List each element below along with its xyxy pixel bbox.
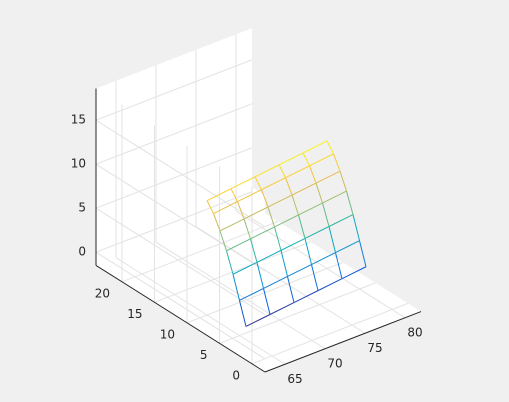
axis-line: [264, 311, 422, 373]
mesh-segment: [278, 164, 286, 178]
mesh-segment: [261, 189, 269, 208]
y-tick-label: 15: [127, 307, 142, 321]
mesh-segment: [237, 201, 245, 220]
mesh-segment: [352, 214, 360, 241]
mesh-segment: [219, 230, 227, 251]
grid-line: [95, 163, 266, 272]
mesh-segment: [346, 190, 354, 215]
mesh-segment: [311, 264, 319, 291]
mesh-segment: [293, 290, 319, 304]
mesh-segment: [280, 237, 306, 251]
mesh-segment: [213, 201, 238, 214]
mesh-segment: [304, 226, 330, 239]
grid-line: [95, 251, 266, 360]
mesh-segment: [328, 226, 336, 253]
mesh-segment: [232, 261, 258, 275]
y-tick-label: 5: [200, 348, 208, 362]
mesh-segment: [269, 302, 295, 315]
mesh-segment: [206, 188, 232, 202]
mesh-segment: [256, 262, 264, 289]
grid-line: [155, 241, 326, 350]
mesh-segment: [315, 170, 341, 184]
mesh-segment: [285, 177, 293, 196]
mesh-segment: [302, 152, 310, 167]
mesh-segment: [267, 194, 293, 208]
mesh-segment: [230, 188, 238, 202]
mesh-segment: [304, 238, 312, 265]
y-tick-label: 0: [232, 368, 240, 382]
mesh-segment: [291, 194, 299, 216]
mesh-segment: [239, 300, 247, 327]
mesh-segment: [291, 182, 317, 196]
mesh-segment: [287, 276, 295, 303]
mesh-segment: [302, 140, 328, 154]
mesh-segment: [335, 252, 343, 279]
y-tick-label: 10: [160, 327, 175, 341]
mesh-segment: [298, 202, 323, 216]
grid-line: [121, 220, 279, 283]
z-tick-label: 5: [78, 201, 86, 215]
mesh-segment: [274, 226, 282, 251]
mesh-segment: [263, 276, 288, 289]
mesh-segment: [326, 140, 334, 155]
mesh-segment: [213, 213, 221, 232]
mesh-segment: [232, 274, 240, 301]
x-tick-label: 80: [407, 325, 422, 339]
grid-line: [251, 302, 409, 365]
mesh-segment: [322, 190, 347, 204]
mesh-segment: [278, 152, 304, 166]
mesh-segment: [298, 214, 306, 239]
mesh-segment: [243, 218, 251, 240]
mesh-segment: [237, 189, 262, 203]
mesh-segment: [254, 164, 280, 178]
mesh-segment: [341, 266, 367, 280]
mesh-segment: [219, 218, 245, 232]
mesh-segment: [359, 240, 367, 267]
mesh-segment: [317, 278, 343, 292]
mesh-segment: [309, 153, 334, 167]
mesh-segment: [339, 170, 347, 192]
grid-line: [95, 207, 266, 316]
mesh-segment: [333, 153, 341, 172]
z-tick-label: 10: [71, 157, 86, 171]
x-tick-label: 75: [367, 341, 382, 355]
grid-line: [95, 119, 266, 228]
mesh-segment: [261, 177, 286, 191]
mesh-segment: [226, 238, 251, 252]
mesh-segment: [274, 214, 299, 228]
mesh-segment: [206, 200, 214, 214]
mesh-segment: [285, 165, 310, 179]
mesh-segment: [311, 252, 336, 265]
mesh-segment: [280, 250, 288, 277]
mesh-segment: [254, 176, 262, 190]
mesh-segment: [256, 249, 282, 263]
z-tick-label: 15: [71, 113, 86, 127]
mesh-segment: [287, 264, 312, 277]
y-tick-label: 20: [95, 286, 110, 300]
mesh-segment: [245, 314, 271, 327]
mesh-segment: [226, 250, 234, 275]
grid-line: [235, 210, 406, 319]
mesh-segment: [315, 182, 323, 204]
mesh-segment: [309, 165, 317, 184]
grid-line: [115, 257, 286, 365]
axis-line: [95, 264, 266, 373]
mesh-segment: [267, 206, 275, 228]
x-tick-label: 65: [287, 372, 302, 386]
mesh-segment: [239, 287, 264, 301]
z-tick-label: 0: [78, 245, 86, 259]
mesh-segment: [335, 240, 360, 254]
mesh-segment: [263, 288, 271, 315]
mesh-segment: [328, 214, 354, 227]
mesh-segment: [230, 176, 256, 190]
mesh-segment: [243, 206, 269, 220]
mesh-segment: [322, 202, 330, 227]
mesh-segment: [250, 238, 258, 263]
back-pane: [96, 28, 252, 266]
x-tick-label: 70: [327, 356, 342, 370]
mesh-segment: [250, 226, 275, 240]
grid-line: [219, 282, 376, 344]
